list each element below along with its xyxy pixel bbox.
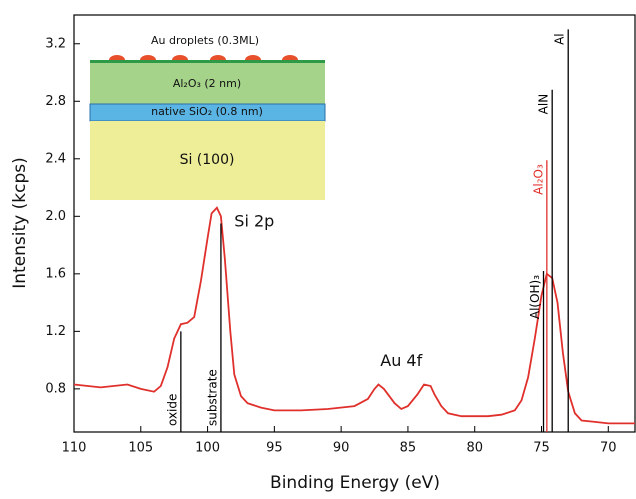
inset-label: Si (100)	[180, 152, 235, 168]
y-tick-label: 1.6	[45, 266, 66, 281]
x-axis-label: Binding Energy (eV)	[270, 473, 440, 493]
y-tick-label: 0.8	[45, 381, 66, 396]
y-tick-label: 2.0	[45, 209, 66, 224]
peak-label: Au 4f	[380, 351, 422, 370]
spectrum	[73, 206, 635, 425]
layer-si	[90, 121, 325, 200]
x-tick-label: 105	[128, 441, 153, 456]
y-tick-label: 2.4	[45, 151, 66, 166]
y-tick-label: 3.2	[45, 36, 66, 51]
x-tick-label: 95	[266, 441, 283, 456]
y-tick-label: 2.8	[45, 94, 66, 109]
droplets	[109, 55, 298, 60]
layer-al2o3	[90, 63, 325, 104]
inset-label: Al₂O₃ (2 nm)	[173, 77, 241, 90]
plot-frame	[73, 14, 636, 433]
inset-label: Au droplets (0.3ML)	[151, 34, 259, 47]
reference-label: oxide	[165, 394, 179, 426]
reference-label: substrate	[205, 369, 219, 426]
peak-label: Si 2p	[234, 212, 274, 231]
inset-label: native SiO₂ (0.8 nm)	[151, 105, 263, 118]
x-tick-label: 70	[600, 441, 617, 456]
reference-label: Al(OH)₃	[528, 275, 542, 319]
x-tick-label: 85	[400, 441, 417, 456]
x-tick-label: 75	[533, 441, 550, 456]
inset: Au droplets (0.3ML) Al₂O₃ (2 nm) native …	[89, 34, 326, 200]
surface	[90, 60, 325, 63]
reference-label: Al	[553, 33, 567, 45]
y-axis-label: Intensity (kcps)	[10, 157, 30, 289]
reference-label: Al₂O₃	[531, 164, 545, 195]
x-tick-label: 80	[466, 441, 483, 456]
x-tick-label: 90	[333, 441, 350, 456]
y-tick-label: 1.2	[45, 324, 66, 339]
x-tick-label: 100	[195, 441, 220, 456]
reference-label: AlN	[537, 94, 551, 115]
x-tick-label: 110	[62, 441, 87, 456]
